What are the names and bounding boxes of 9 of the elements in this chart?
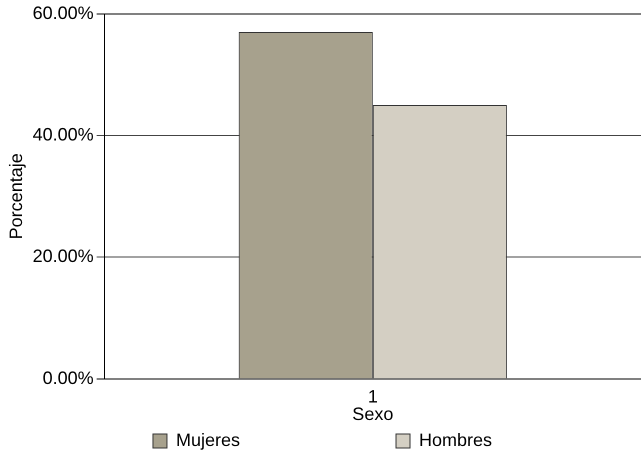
y-axis-title: Porcentaje (6, 153, 26, 240)
legend-label: Hombres (419, 430, 492, 450)
x-tick-label: 1 (368, 386, 378, 407)
y-tick-label: 20.00% (32, 246, 94, 266)
y-tick-label: 60.00% (32, 2, 94, 23)
y-tick-label: 40.00% (32, 124, 94, 144)
x-axis-title: Sexo (352, 404, 394, 424)
y-tick-label: 0.00% (42, 368, 94, 388)
legend-label: Mujeres (176, 430, 390, 450)
